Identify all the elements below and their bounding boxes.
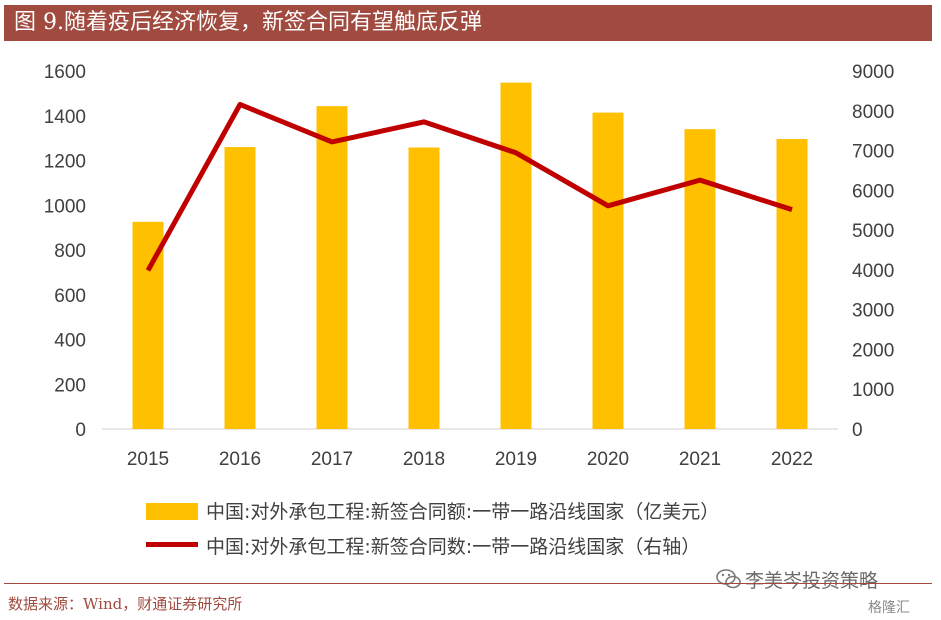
x-axis-ticks: 2015 2016 2017 2018 2019 2020 2021 2022	[127, 449, 813, 470]
right-tick-label: 5000	[852, 221, 894, 242]
bar-2020	[592, 112, 624, 430]
left-tick-label: 800	[54, 241, 86, 262]
legend-item-bar: 中国:对外承包工程:新签合同额:一带一路沿线国家（亿美元）	[140, 495, 840, 525]
bar-2016	[224, 147, 256, 429]
left-tick-label: 200	[54, 375, 86, 396]
title-bar: 图 9.随着疫后经济恢复，新签合同有望触底反弹	[4, 5, 932, 41]
left-tick-label: 1200	[44, 152, 86, 173]
x-tick-label: 2015	[127, 449, 169, 470]
right-axis-ticks: 0 1000 2000 3000 4000 5000 6000 7000 8000 9000	[852, 62, 894, 441]
x-tick-label: 2021	[679, 449, 721, 470]
left-tick-label: 1000	[44, 196, 86, 217]
right-tick-label: 6000	[852, 181, 894, 202]
bar-2019	[500, 82, 532, 429]
x-tick-label: 2022	[771, 449, 813, 470]
x-tick-label: 2016	[219, 449, 261, 470]
x-tick-label: 2020	[587, 449, 629, 470]
line-series	[145, 101, 793, 272]
left-tick-label: 600	[54, 286, 86, 307]
left-tick-label: 1400	[44, 107, 86, 128]
right-tick-label: 0	[852, 420, 863, 441]
x-tick-label: 2018	[403, 449, 445, 470]
figure-title: 图 9.随着疫后经济恢复，新签合同有望触底反弹	[14, 10, 482, 35]
legend-label-bar: 中国:对外承包工程:新签合同额:一带一路沿线国家（亿美元）	[206, 501, 720, 523]
chart-area: 0 200 400 600 800 1000 1200 1400 1600 0 1000 2000 3…	[44, 62, 895, 470]
bar-2021	[684, 129, 716, 430]
legend-line-swatch	[146, 542, 198, 547]
legend-item-line: 中国:对外承包工程:新签合同数:一带一路沿线国家（右轴）	[140, 530, 840, 560]
left-tick-label: 0	[75, 420, 86, 441]
legend-label-line: 中国:对外承包工程:新签合同数:一带一路沿线国家（右轴）	[206, 536, 701, 558]
left-tick-label: 400	[54, 331, 86, 352]
left-tick-label: 1600	[44, 62, 86, 83]
bar-series	[132, 82, 808, 430]
right-tick-label: 1000	[852, 380, 894, 401]
wechat-icon	[716, 569, 741, 589]
bar-2018	[408, 147, 440, 429]
x-tick-label: 2019	[495, 449, 537, 470]
source-note: 数据来源：Wind，财通证券研究所	[8, 595, 243, 613]
legend-bar-swatch	[146, 503, 198, 520]
bottom-rule	[4, 583, 932, 584]
right-tick-label: 3000	[852, 301, 894, 322]
right-tick-label: 9000	[852, 62, 894, 83]
x-tick-label: 2017	[311, 449, 353, 470]
watermark-2: 格隆汇	[868, 600, 910, 616]
right-tick-label: 8000	[852, 102, 894, 123]
bar-2017	[316, 106, 348, 429]
right-tick-label: 2000	[852, 340, 894, 361]
right-tick-label: 4000	[852, 261, 894, 282]
bar-2022	[776, 139, 808, 429]
left-axis-ticks: 0 200 400 600 800 1000 1200 1400 1600	[44, 62, 86, 441]
right-tick-label: 7000	[852, 142, 894, 163]
watermark: 李美岑投资策略	[745, 570, 879, 592]
